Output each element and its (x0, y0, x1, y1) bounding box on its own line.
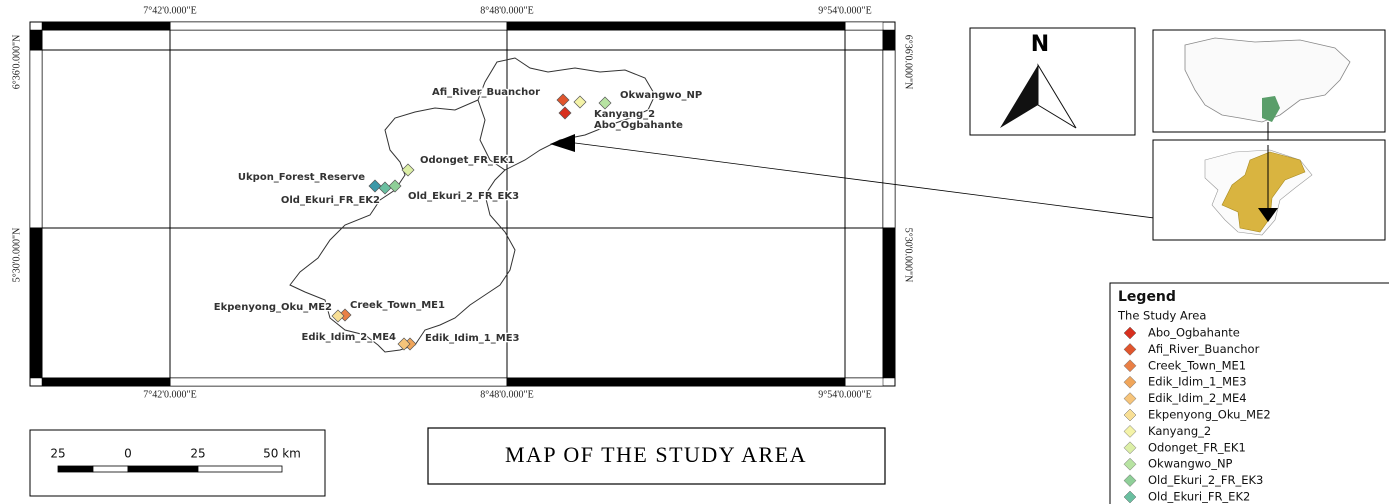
map-title: MAP OF THE STUDY AREA (505, 442, 807, 467)
map-inner-frame (41, 29, 884, 379)
legend-swatch (1123, 425, 1137, 438)
site-label: Old_Ekuri_2_FR_EK3 (408, 191, 519, 202)
legend-swatch (1123, 375, 1137, 389)
legend-label: Okwangwo_NP (1148, 457, 1233, 471)
legend-swatch (1123, 408, 1137, 422)
legend-swatch (1123, 474, 1137, 487)
site-label: Okwangwo_NP (620, 90, 702, 101)
site-marker (331, 309, 345, 323)
inset-nigeria (1184, 37, 1351, 123)
legend-label: Old_Ekuri_FR_EK2 (1148, 490, 1250, 504)
legend-label: Abo_Ogbahante (1148, 326, 1240, 340)
frame-band (506, 377, 846, 387)
y-coord-label: 6°36'0.000"N (903, 35, 914, 90)
x-coord-label: 7°42'0.000"E (143, 5, 197, 16)
scale-segment (127, 465, 199, 473)
pointer-arrowhead (550, 134, 575, 152)
scale-label: 0 (124, 447, 132, 461)
frame-band (844, 377, 884, 387)
legend-label: Afi_River_Buanchor (1148, 342, 1260, 356)
scale-label: 25 (50, 447, 65, 461)
frame-band (169, 21, 508, 31)
site-label: Creek_Town_ME1 (350, 300, 445, 311)
site-marker (397, 337, 411, 351)
legend-swatch (1123, 343, 1137, 356)
legend-label: Edik_Idim_2_ME4 (1148, 391, 1247, 405)
x-coord-label: 9°54'0.000"E (818, 389, 872, 400)
site-marker (368, 179, 382, 193)
frame-band (169, 377, 508, 387)
site-label: Edik_Idim_2_ME4 (302, 332, 397, 343)
site-label: Odonget_FR_EK1 (420, 155, 514, 166)
frame-band (41, 377, 171, 387)
frame-band (29, 49, 43, 229)
y-coord-label: 5°30'0.000"N (11, 228, 22, 283)
site-label: Ekpenyong_Oku_ME2 (214, 302, 332, 313)
x-coord-label: 9°54'0.000"E (818, 5, 872, 16)
legend-swatch (1123, 359, 1137, 373)
inset-nigeria-study-area (1262, 96, 1280, 122)
frame-band (844, 21, 884, 31)
y-coord-label: 5°30'0.000"N (903, 228, 914, 283)
legend-label: Ekpenyong_Oku_ME2 (1148, 408, 1271, 422)
frame-band (882, 227, 896, 379)
site-marker (598, 96, 612, 110)
inset-study-area (1221, 151, 1306, 233)
site-marker (556, 93, 570, 107)
site-marker (558, 106, 572, 120)
site-label: Ukpon_Forest_Reserve (238, 172, 365, 183)
site-label: Abo_Ogbahante (594, 120, 683, 131)
legend-swatch (1123, 490, 1137, 504)
frame-band (41, 21, 171, 31)
legend-label: Edik_Idim_1_ME3 (1148, 375, 1247, 389)
north-arrow-box (969, 27, 1136, 136)
scale-segment (197, 465, 283, 473)
scale-box (29, 429, 326, 497)
north-arrow-left (1000, 65, 1038, 128)
x-coord-label: 7°42'0.000"E (143, 389, 197, 400)
legend-label: Odonget_FR_EK1 (1148, 440, 1246, 454)
study-area-boundary (289, 57, 656, 353)
frame-band (882, 49, 896, 229)
frame-band (29, 29, 43, 51)
site-label: Kanyang_2 (594, 109, 655, 120)
legend-items: Abo_Ogbahante Afi_River_Buanchor Creek_Tow… (1123, 326, 1271, 504)
legend-swatch (1123, 326, 1137, 340)
site-marker (573, 95, 587, 109)
legend-swatch (1123, 392, 1137, 405)
legend-swatch (1123, 457, 1137, 471)
legend-label: Kanyang_2 (1148, 424, 1211, 438)
site-label: Afi_River_Buanchor (432, 87, 540, 98)
site-marker (388, 179, 402, 193)
site-label: Old_Ekuri_FR_EK2 (281, 195, 380, 206)
sites: Abo_Ogbahante Afi_River_Buanchor Creek_Tow… (213, 86, 703, 351)
legend-label: Creek_Town_ME1 (1148, 358, 1246, 372)
frame-band (882, 29, 896, 51)
legend-box (1109, 282, 1389, 504)
scale-label: 50 km (263, 447, 301, 461)
title-box (427, 427, 886, 485)
legend-swatch (1123, 441, 1137, 455)
scale-bar: 25 0 25 50 km (50, 447, 301, 473)
site-label: Edik_Idim_1_ME3 (425, 333, 520, 344)
x-coord-label: 8°48'0.000"E (480, 389, 534, 400)
scale-segment (92, 465, 129, 473)
x-coord-label: 8°48'0.000"E (480, 5, 534, 16)
legend-title: Legend (1118, 289, 1176, 305)
pointer-line (574, 142, 1263, 233)
scale-segment (57, 465, 94, 473)
frame-bands (29, 21, 896, 387)
north-label: N (1031, 32, 1049, 57)
inset-arrowhead (1258, 208, 1278, 222)
legend-label: Old_Ekuri_2_FR_EK3 (1148, 473, 1263, 487)
frame-band (506, 21, 846, 31)
graticule (30, 22, 895, 386)
legend-group: The Study Area (1117, 309, 1206, 323)
site-marker (401, 163, 415, 177)
frame-band (29, 227, 43, 379)
north-arrow-right (1037, 63, 1077, 129)
y-coord-label: 6°36'0.000"N (11, 35, 22, 90)
scale-label: 25 (190, 447, 205, 461)
